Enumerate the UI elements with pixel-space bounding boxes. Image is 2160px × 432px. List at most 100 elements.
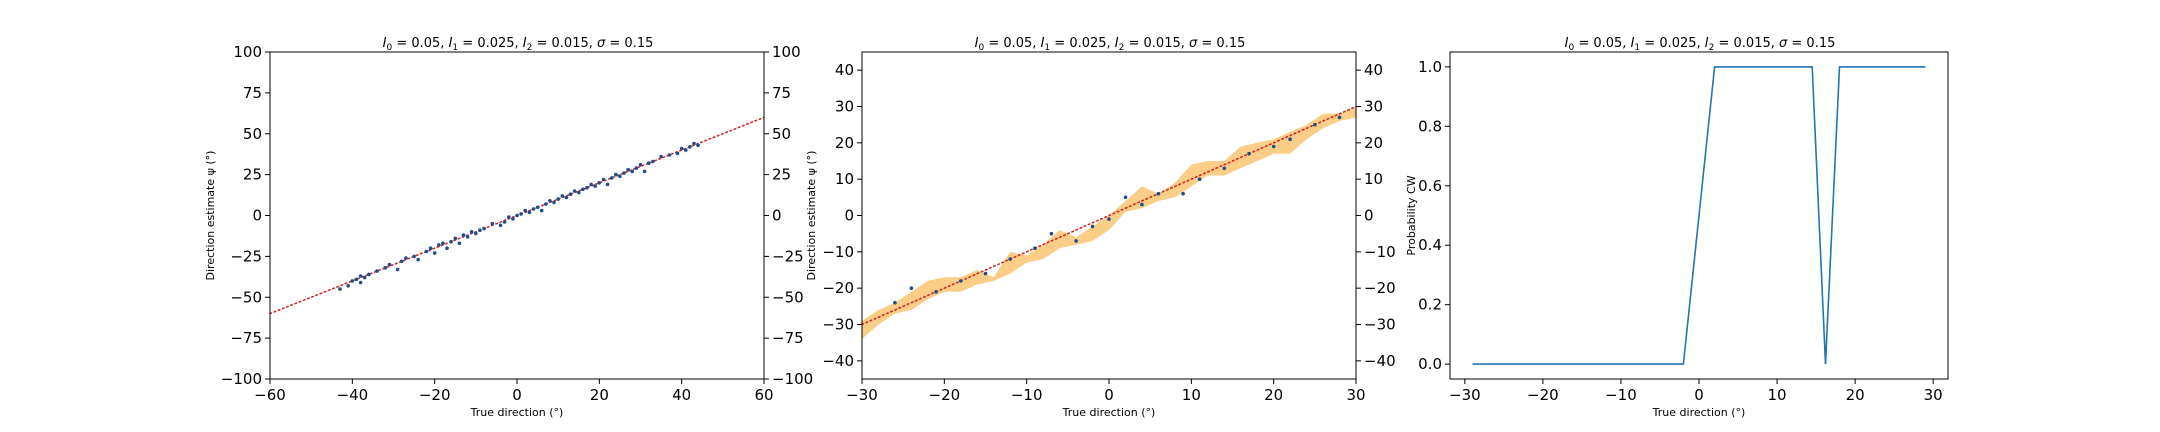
- panel-1-point-3: [354, 277, 359, 282]
- panel-1-point-56: [597, 181, 602, 185]
- panel-1-xtick-label-3: 0: [512, 386, 522, 404]
- panel-1-point-12: [399, 259, 404, 264]
- panel-2-right-ytick-label-3: −10: [1364, 243, 1396, 261]
- panel-2-point-12: [1140, 202, 1144, 207]
- panel-2-point-3: [959, 279, 963, 283]
- panel-1-point-9: [383, 266, 388, 270]
- panel-1-ytick-label-6: 50: [243, 125, 262, 143]
- panel-1-point-11: [395, 267, 400, 272]
- panel-1-right-ytick-label-4: 0: [772, 207, 782, 225]
- panel-1-point-30: [482, 226, 486, 231]
- panel-3-ylabel: Probability CW: [1405, 175, 1418, 255]
- panel-1-point-38: [523, 208, 527, 213]
- panel-1-point-69: [651, 159, 655, 164]
- panel-1-point-75: [688, 145, 692, 149]
- panel-2-right-ytick-label-1: −30: [1364, 316, 1396, 334]
- panel-3-xlabel: True direction (°): [1652, 406, 1746, 419]
- panel-3-ytick-label-2: 0.4: [1418, 236, 1442, 254]
- panel-1-point-7: [367, 272, 371, 277]
- panel-1-xlabel: True direction (°): [470, 406, 564, 419]
- panel-1-ytick-label-5: 25: [243, 166, 262, 184]
- panel-1-ytick-label-1: −75: [230, 329, 262, 347]
- panel-2: I0 = 0.05, I1 = 0.025, I2 = 0.015, σ = 0…: [805, 36, 1396, 419]
- panel-2-point-21: [1337, 115, 1342, 120]
- panel-2-point-0: [893, 300, 897, 305]
- panel-1-point-55: [593, 184, 597, 188]
- panel-1-point-41: [535, 205, 540, 210]
- panel-2-point-13: [1156, 191, 1161, 196]
- panel-1-point-22: [449, 239, 453, 244]
- panel-1-point-6: [362, 275, 367, 280]
- panel-1-right-ytick-label-0: −100: [772, 370, 813, 388]
- panel-3-xtick-label-6: 30: [1924, 386, 1943, 404]
- panel-1-point-15: [416, 257, 421, 262]
- panel-1-ytick-label-0: −100: [221, 370, 262, 388]
- panel-1-point-65: [634, 166, 639, 170]
- panel-2-point-10: [1107, 217, 1111, 221]
- panel-1-point-39: [527, 210, 532, 214]
- panel-1-point-68: [646, 161, 651, 165]
- panel-1-point-25: [461, 233, 466, 237]
- panel-1-point-46: [556, 197, 560, 201]
- panel-1-ytick-label-4: 0: [252, 207, 262, 225]
- panel-1-xtick-label-1: −40: [337, 386, 369, 404]
- panel-2-point-16: [1222, 166, 1227, 171]
- panel-1: I0 = 0.05, I1 = 0.025, I2 = 0.015, σ = 0…: [204, 36, 813, 419]
- panel-2-point-18: [1271, 144, 1276, 149]
- panel-1-right-ytick-label-1: −75: [772, 329, 804, 347]
- panel-1-point-19: [437, 243, 441, 247]
- panel-2-point-15: [1197, 177, 1202, 181]
- panel-1-point-28: [474, 231, 478, 236]
- panel-1-point-52: [581, 187, 585, 192]
- panel-1-ytick-label-8: 100: [233, 43, 262, 61]
- panel-1-point-67: [642, 169, 647, 174]
- panel-1-point-21: [445, 246, 449, 250]
- panel-1-point-27: [469, 230, 474, 234]
- panel-1-xtick-label-4: 20: [590, 386, 609, 404]
- panel-1-point-43: [544, 202, 548, 206]
- panel-3-xtick-label-0: −30: [1449, 386, 1481, 404]
- panel-1-plot-area: [270, 116, 764, 315]
- panel-1-point-10: [387, 262, 392, 267]
- panel-1-point-58: [605, 182, 610, 187]
- panel-2-xlabel: True direction (°): [1062, 406, 1156, 419]
- panel-1-point-47: [560, 194, 565, 198]
- panel-1-point-62: [622, 171, 626, 175]
- panel-2-right-ytick-label-6: 20: [1364, 134, 1383, 152]
- panel-1-point-71: [667, 153, 672, 157]
- panel-1-point-14: [412, 254, 416, 259]
- panel-1-right-ytick-label-3: −25: [772, 247, 804, 265]
- panel-1-right-ytick-label-2: −50: [772, 288, 804, 306]
- panel-1-point-61: [618, 174, 622, 179]
- panel-1-point-59: [609, 176, 614, 180]
- panel-2-xtick-label-1: −20: [929, 386, 961, 404]
- panel-1-point-64: [630, 169, 635, 174]
- panel-1-point-17: [428, 246, 433, 250]
- panel-2-ytick-label-2: −20: [822, 279, 854, 297]
- panel-1-point-26: [465, 235, 470, 239]
- panel-1-point-33: [502, 220, 507, 224]
- panel-1-right-ytick-label-7: 75: [772, 84, 791, 102]
- panel-2-ytick-label-4: 0: [844, 207, 854, 225]
- panel-1-point-54: [589, 182, 593, 187]
- panel-1-point-76: [692, 141, 696, 146]
- panel-1-point-16: [424, 249, 429, 254]
- panel-3-xtick-label-2: −10: [1605, 386, 1637, 404]
- panel-1-point-5: [358, 274, 363, 278]
- panel-2-title: I0 = 0.05, I1 = 0.025, I2 = 0.015, σ = 0…: [975, 36, 1246, 53]
- panel-1-point-45: [552, 200, 556, 205]
- panel-3: I0 = 0.05, I1 = 0.025, I2 = 0.015, σ = 0…: [1405, 36, 1949, 419]
- panel-2-xtick-label-3: 0: [1104, 386, 1114, 404]
- panel-1-point-40: [531, 207, 536, 211]
- panel-1-ytick-label-3: −25: [230, 247, 262, 265]
- panel-2-xtick-label-5: 20: [1264, 386, 1283, 404]
- panel-2-point-20: [1313, 122, 1317, 127]
- panel-1-right-ytick-label-6: 50: [772, 125, 791, 143]
- panel-1-point-51: [577, 190, 581, 195]
- panel-3-xtick-label-1: −20: [1527, 386, 1559, 404]
- panel-1-point-57: [601, 177, 606, 182]
- panel-1-title: I0 = 0.05, I1 = 0.025, I2 = 0.015, σ = 0…: [383, 36, 654, 53]
- panel-1-point-48: [564, 195, 569, 200]
- panel-1-point-8: [375, 269, 379, 273]
- panel-2-right-ytick-label-7: 30: [1364, 98, 1383, 116]
